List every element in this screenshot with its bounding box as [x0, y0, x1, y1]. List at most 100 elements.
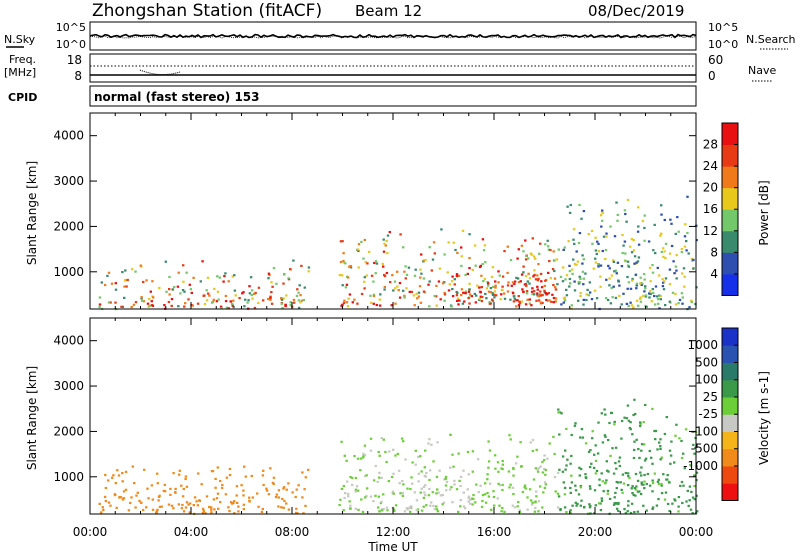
data-cell	[285, 488, 288, 491]
data-cell	[182, 280, 185, 283]
data-cell	[491, 266, 495, 269]
data-cell	[544, 468, 547, 472]
data-cell	[539, 294, 543, 297]
data-cell	[696, 510, 699, 513]
data-cell	[660, 232, 663, 235]
data-cell	[546, 457, 549, 460]
data-cell	[581, 436, 585, 439]
data-cell	[452, 241, 455, 244]
data-cell	[670, 440, 673, 443]
data-cell	[155, 510, 158, 513]
data-cell	[248, 496, 251, 499]
data-cell	[678, 437, 681, 440]
data-cell	[402, 483, 405, 486]
data-cell	[633, 487, 636, 490]
data-cell	[351, 476, 354, 479]
data-cell	[491, 292, 494, 295]
data-cell	[377, 476, 381, 479]
data-cell	[354, 476, 358, 480]
data-cell	[419, 268, 422, 271]
data-cell	[519, 441, 522, 444]
data-cell	[543, 486, 547, 489]
data-cell	[177, 503, 180, 506]
data-cell	[562, 248, 565, 251]
data-cell	[563, 296, 566, 299]
data-cell	[392, 289, 395, 292]
data-cell	[469, 293, 472, 296]
data-cell	[644, 294, 648, 297]
x-tick-label: 20:00	[578, 525, 613, 539]
data-cell	[148, 304, 151, 307]
beam-label: Beam 12	[355, 2, 422, 20]
data-cell	[688, 499, 691, 502]
data-cell	[590, 229, 594, 232]
data-cell	[578, 466, 581, 469]
data-cell	[457, 510, 460, 513]
data-cell	[289, 268, 292, 271]
data-cell	[168, 275, 171, 279]
data-cell	[129, 501, 132, 505]
data-cell	[379, 293, 382, 296]
data-cell	[414, 268, 417, 271]
data-cell	[661, 285, 665, 288]
data-cell	[521, 288, 524, 291]
data-cell	[227, 280, 230, 283]
data-cell	[216, 290, 220, 293]
data-cell	[151, 280, 154, 283]
data-cell	[555, 258, 559, 261]
data-cell	[528, 488, 532, 491]
data-cell	[620, 419, 624, 423]
data-cell	[677, 510, 680, 513]
data-cell	[536, 468, 539, 471]
data-cell	[617, 509, 620, 512]
freq-right-tick-top: 60	[708, 53, 723, 67]
data-cell	[295, 294, 299, 297]
data-cell	[432, 504, 435, 508]
data-cell	[346, 480, 349, 483]
data-cell	[374, 464, 377, 468]
data-cell	[680, 251, 684, 254]
colorbar-cell	[722, 252, 738, 275]
data-cell	[363, 444, 367, 447]
data-cell	[346, 305, 350, 308]
data-cell	[411, 461, 414, 464]
data-cell	[237, 505, 240, 508]
data-cell	[569, 462, 572, 465]
data-cell	[413, 274, 417, 277]
data-cell	[156, 482, 159, 485]
data-cell	[102, 508, 105, 512]
data-cell	[231, 275, 234, 278]
data-cell	[627, 500, 630, 503]
data-cell	[134, 270, 137, 273]
data-cell	[537, 295, 541, 298]
data-cell	[233, 274, 236, 277]
data-cell	[117, 474, 121, 477]
data-cell	[234, 294, 237, 297]
data-cell	[163, 490, 167, 493]
data-cell	[541, 301, 544, 304]
data-cell	[219, 305, 223, 308]
data-cell	[597, 421, 600, 424]
data-cell	[253, 292, 256, 295]
data-cell	[585, 298, 588, 302]
data-cell	[615, 467, 618, 470]
data-cell	[233, 512, 236, 515]
data-cell	[687, 252, 690, 255]
data-cell	[147, 497, 150, 500]
freq-label-line1: Freq.	[9, 53, 36, 66]
data-cell	[378, 298, 381, 301]
data-cell	[471, 268, 474, 271]
data-cell	[280, 302, 283, 305]
data-cell	[590, 462, 593, 465]
data-cell	[444, 477, 447, 481]
data-cell	[262, 469, 265, 472]
data-cell	[453, 483, 456, 486]
data-cell	[349, 504, 352, 507]
data-cell	[205, 289, 208, 292]
data-cell	[625, 417, 629, 420]
data-cell	[644, 403, 647, 407]
data-cell	[669, 454, 673, 457]
data-cell	[506, 290, 510, 293]
data-cell	[648, 292, 651, 295]
data-cell	[277, 496, 281, 499]
